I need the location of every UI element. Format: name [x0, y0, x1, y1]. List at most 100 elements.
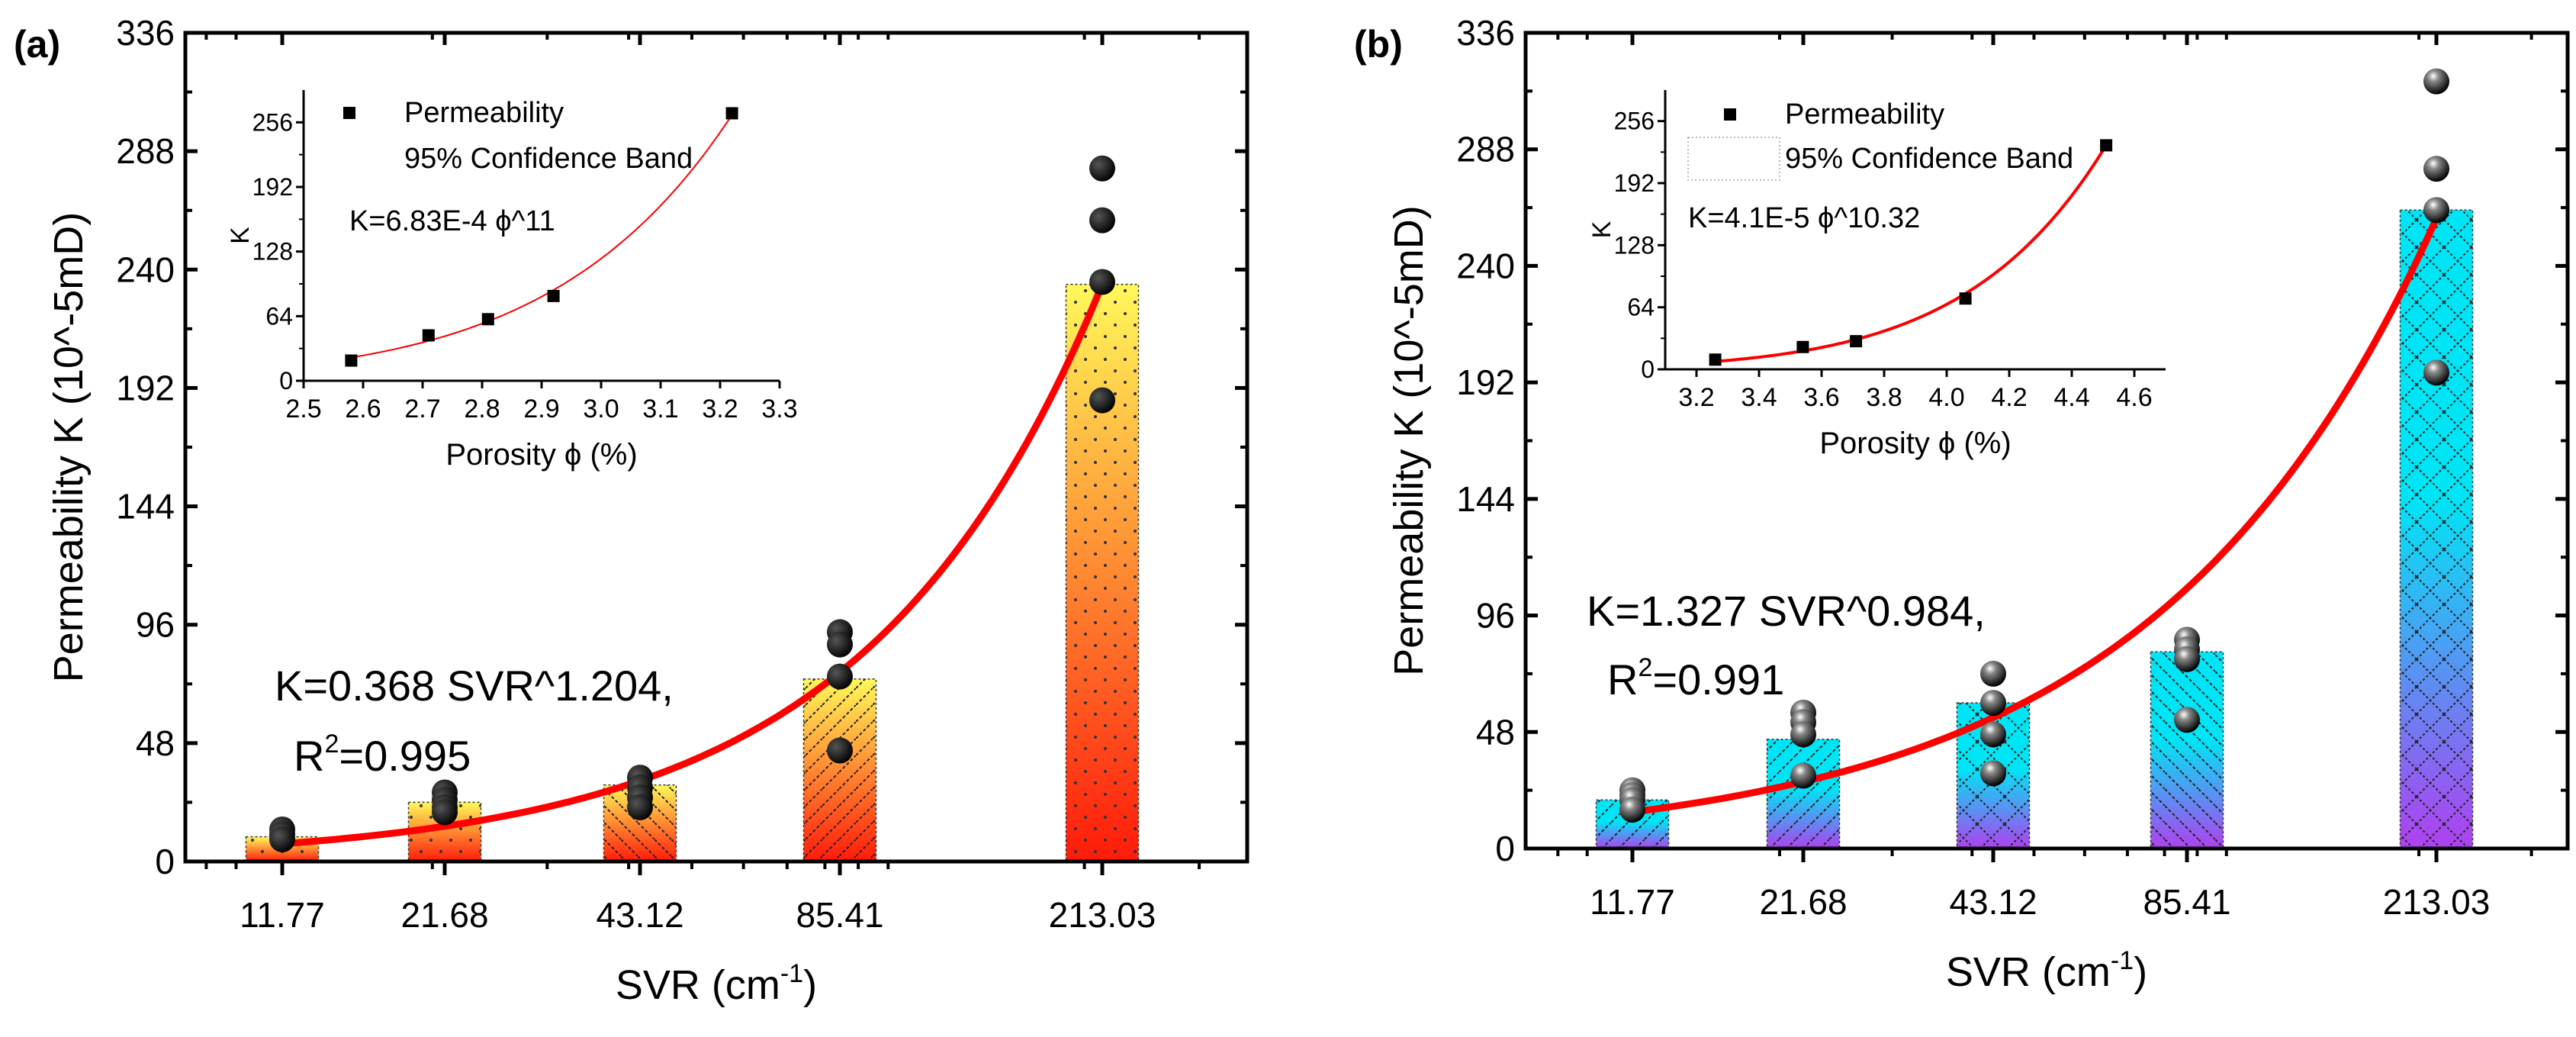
x-axis-title-sup: -1	[2111, 946, 2134, 975]
inset-y-tick-label: 192	[1614, 169, 1655, 197]
inset-x-tick-label: 4.0	[1928, 383, 1964, 412]
inset-x-tick-label: 2.6	[345, 395, 381, 423]
inset-y-axis-title: K	[1587, 221, 1616, 238]
x-axis-title-end: )	[2134, 949, 2147, 995]
inset-x-tick-label: 2.8	[464, 395, 500, 423]
data-point	[2174, 646, 2200, 672]
inset-x-tick-label: 3.2	[702, 395, 738, 423]
r-squared-value: =0.991	[1652, 655, 1784, 704]
y-tick-label: 336	[116, 13, 175, 53]
panel-a: 0 48 96 144 192 240 288 336 11.77 21.68 43.12 85.41…	[14, 13, 1249, 1008]
x-tick-label: 21.68	[1759, 882, 1847, 922]
data-point	[1980, 721, 2006, 748]
inset-y-tick-label: 0	[1641, 356, 1655, 383]
inset-x-tick-label: 3.0	[583, 395, 619, 423]
x-axis-title-sup: -1	[780, 959, 803, 988]
x-tick-label: 213.03	[2383, 882, 2491, 922]
data-point	[269, 826, 295, 852]
inset-data-point	[725, 107, 738, 120]
inset-x-tick-label: 3.3	[761, 395, 797, 423]
fit-equation: K=1.327 SVR^0.984,	[1587, 587, 1986, 635]
panel-label: (b)	[1354, 23, 1403, 66]
data-point	[432, 799, 458, 826]
y-tick-label: 288	[1456, 130, 1515, 169]
bar-hatch	[1065, 283, 1140, 862]
x-axis-title-end: )	[803, 962, 817, 1008]
inset-data-point	[1796, 340, 1809, 353]
data-point	[1619, 797, 1645, 823]
y-tick-label: 336	[1456, 13, 1515, 53]
inset-y-tick-label: 0	[279, 367, 293, 395]
inset-x-tick-label: 4.6	[2116, 383, 2152, 412]
data-point	[827, 737, 853, 764]
y-tick-label: 48	[1476, 712, 1515, 752]
x-axis-title-text: SVR (cm	[1946, 949, 2111, 995]
inset-data-point	[2100, 139, 2113, 152]
data-point	[827, 631, 853, 658]
inset-y-tick-label: 128	[1614, 231, 1655, 259]
inset-x-axis-title: Porosity ϕ (%)	[1819, 427, 2011, 460]
inset-y-tick-label: 192	[252, 173, 293, 201]
y-tick-label: 0	[155, 842, 175, 881]
inset-x-tick-label: 2.5	[285, 395, 321, 423]
inset-fit-curve	[1715, 144, 2108, 363]
legend-permeability: Permeability	[404, 97, 564, 129]
inset-x-tick-label: 3.2	[1678, 383, 1714, 412]
inset-chart: 0 64 128 192 256 2.5 2.6 2.7 2.8 2.9 3.0 3.1 3.2 3.3 P…	[226, 90, 798, 472]
fit-equation: K=0.368 SVR^1.204,	[275, 662, 674, 710]
inset-chart: 0 64 128 192 256 3.2 3.4 3.6 3.8 4.0 4.2 4.4 4.6 Poro…	[1587, 90, 2166, 460]
inset-y-tick-label: 256	[252, 108, 293, 136]
x-tick-label: 43.12	[1949, 882, 2037, 922]
inset-y-axis-title: K	[226, 227, 255, 244]
inset-fit-equation: K=6.83E-4 ϕ^11	[349, 205, 555, 237]
x-axis-title: SVR (cm-1)	[1946, 946, 2147, 995]
inset-data-point	[422, 329, 435, 342]
inset-x-tick-label: 3.6	[1803, 383, 1839, 412]
y-tick-label: 96	[136, 605, 175, 645]
data-point	[1980, 760, 2006, 787]
x-tick-label: 21.68	[400, 895, 488, 935]
inset-x-tick-label: 4.2	[1991, 383, 2027, 412]
y-axis-title: Permeability K (10^-5mD)	[46, 212, 92, 683]
inset-data-point	[1959, 292, 1972, 305]
data-point	[827, 663, 853, 690]
y-tick-label: 240	[116, 250, 175, 289]
inset-fit-equation: K=4.1E-5 ϕ^10.32	[1688, 202, 1920, 234]
inset-fit-curve	[351, 114, 733, 359]
panel-label: (a)	[14, 23, 60, 66]
data-point	[1790, 721, 1816, 748]
inset-data-point	[481, 313, 494, 326]
inset-x-tick-label: 2.7	[404, 395, 440, 423]
bar-hatch	[2399, 209, 2474, 849]
y-tick-label: 96	[1476, 596, 1515, 636]
data-point	[2423, 156, 2449, 182]
data-point	[1980, 660, 2006, 687]
inset-x-tick-label: 3.8	[1866, 383, 1902, 412]
inset-y-tick-label: 64	[265, 302, 293, 330]
data-point	[1089, 387, 1115, 414]
data-point	[1089, 207, 1115, 233]
legend-confidence-band: 95% Confidence Band	[1785, 143, 2073, 175]
r-squared-sup: 2	[1638, 653, 1652, 682]
fit-curve	[1629, 215, 2440, 816]
x-tick-label: 213.03	[1049, 895, 1156, 935]
fit-curve	[278, 281, 1106, 848]
r-squared-prefix: R	[1607, 655, 1638, 704]
x-tick-label: 11.77	[240, 895, 325, 935]
x-tick-label: 11.77	[1590, 882, 1675, 922]
legend-marker-confidence-band	[1687, 137, 1780, 181]
data-point	[2174, 707, 2200, 733]
inset-data-point	[1850, 335, 1863, 348]
bar-hatch	[802, 678, 877, 862]
data-point	[2423, 359, 2449, 386]
r-squared-prefix: R	[294, 732, 324, 780]
y-tick-label: 192	[1456, 362, 1515, 402]
x-axis-title: SVR (cm-1)	[616, 959, 817, 1008]
r-squared-value: =0.995	[339, 732, 471, 780]
data-point	[2423, 68, 2449, 95]
legend-permeability: Permeability	[1785, 98, 1944, 130]
legend-marker-permeability	[343, 107, 355, 119]
inset-data-point	[547, 289, 560, 302]
data-point	[1089, 155, 1115, 182]
